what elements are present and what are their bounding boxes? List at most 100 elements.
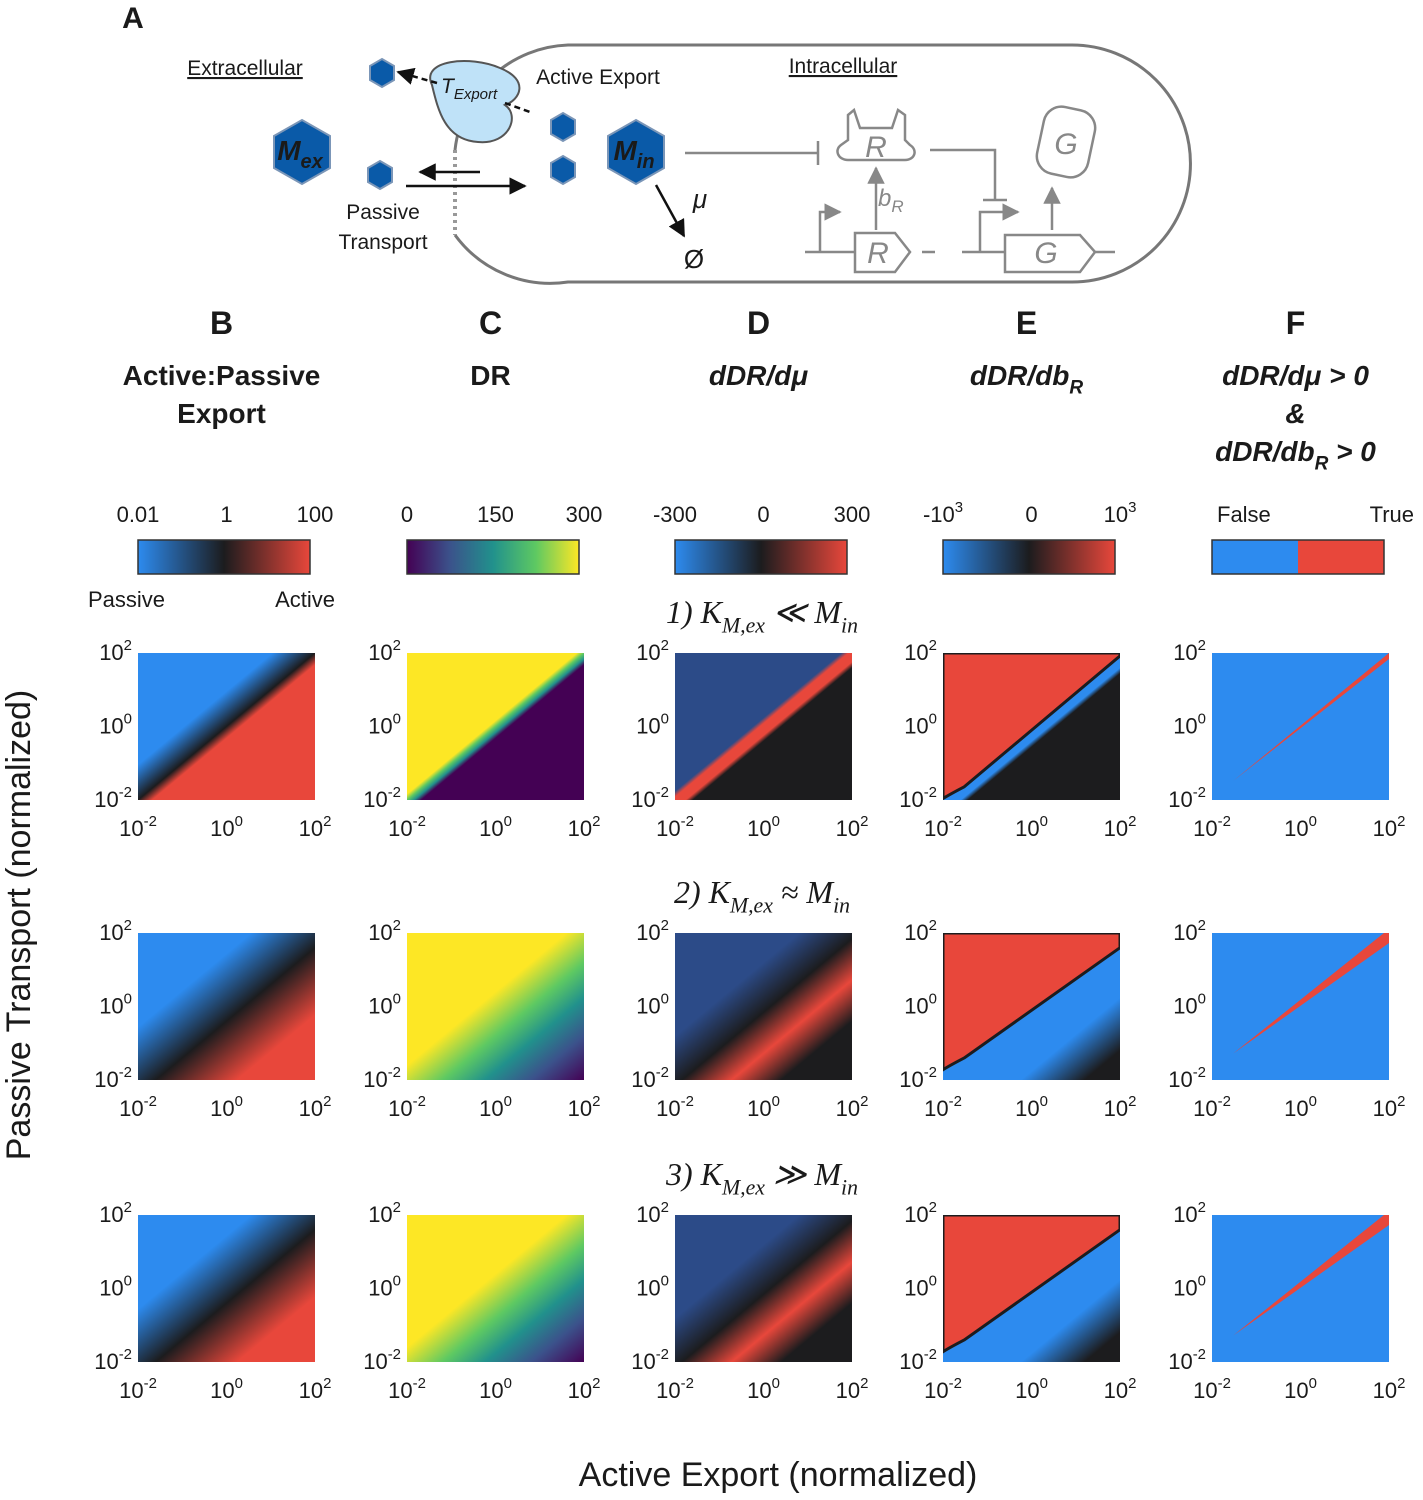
text-part: 0 [401, 502, 413, 527]
degradation-arrow [654, 184, 686, 238]
text-part: & [1285, 398, 1305, 429]
x-tick-label: 100 [1284, 813, 1317, 841]
script: 0 [929, 991, 937, 1008]
x-tick-label: 102 [836, 813, 869, 841]
text-part: 10 [899, 1349, 923, 1374]
text-part: 10 [1173, 1276, 1197, 1301]
text-part: 10 [904, 1276, 928, 1301]
subscript: in [637, 151, 655, 173]
y-tick-label: 100 [368, 1273, 401, 1301]
x-tick-label: 10-2 [388, 1375, 426, 1403]
x-tick-label: 100 [1015, 1375, 1048, 1403]
y-tick-label: 10-2 [899, 1346, 937, 1374]
y-tick-label: 10-2 [1168, 1064, 1206, 1092]
heatmap [1212, 933, 1389, 1080]
text-part: 10 [924, 816, 948, 841]
script: 2 [929, 637, 937, 654]
x-tick-label: 100 [1284, 1093, 1317, 1121]
molecule [550, 111, 576, 143]
b-r-label: bR [878, 185, 904, 216]
text-part: Active:Passive [123, 360, 321, 391]
colorbar-tick-label: 0 [757, 502, 769, 527]
x-tick-label: 10-2 [119, 1375, 157, 1403]
text-part: 10 [636, 640, 660, 665]
script: -2 [144, 1093, 157, 1110]
y-tick-label: 102 [368, 1199, 401, 1227]
text-part: 10 [368, 994, 392, 1019]
x-tick-label: 102 [299, 1093, 332, 1121]
colorbar-tick-label: 300 [566, 502, 603, 527]
text-part: 10 [568, 816, 592, 841]
y-tick-label: 10-2 [363, 1064, 401, 1092]
text-part: 300 [834, 502, 871, 527]
text-part: 10 [119, 816, 143, 841]
repressor-gene [853, 231, 912, 274]
colorbar-tick-label: False [1217, 502, 1271, 527]
heatmap [943, 653, 1120, 800]
heatmap [407, 653, 584, 800]
text-part: 10 [656, 1378, 680, 1403]
text-part: 10 [368, 1276, 392, 1301]
molecule [369, 57, 395, 89]
heatmap-field [407, 933, 584, 1080]
script: 0 [504, 1093, 512, 1110]
text-part: dDR/db [970, 360, 1070, 391]
y-tick-label: 100 [99, 711, 132, 739]
cell-membrane [453, 43, 1192, 285]
y-tick-label: 102 [1173, 1199, 1206, 1227]
text-part: 100 [297, 502, 334, 527]
script: -2 [1218, 813, 1231, 830]
script: -2 [1218, 1093, 1231, 1110]
text-part: 10 [1284, 1378, 1308, 1403]
script: -2 [388, 1064, 401, 1081]
null-label: Ø [684, 244, 704, 274]
text-part: 0 [757, 502, 769, 527]
text-part: 3) [665, 1156, 701, 1192]
script: 2 [323, 1375, 331, 1392]
y-tick-label: 102 [636, 1199, 669, 1227]
script: 2 [393, 637, 401, 654]
script: 2 [929, 1199, 937, 1216]
panel-label: B [210, 305, 233, 341]
script: 2 [1128, 1375, 1136, 1392]
script: 2 [1128, 1093, 1136, 1110]
text-part: 10 [1373, 1378, 1397, 1403]
script: 0 [124, 711, 132, 728]
text-part: 10 [119, 1096, 143, 1121]
text-part: 10 [99, 1202, 123, 1227]
script: 2 [1397, 813, 1405, 830]
x-tick-label: 10-2 [388, 1093, 426, 1121]
colorbar [406, 539, 580, 575]
script: in [841, 614, 858, 638]
script: 2 [1198, 637, 1206, 654]
text-part: 10 [479, 1096, 503, 1121]
x-tick-label: 100 [747, 1093, 780, 1121]
script: -2 [144, 813, 157, 830]
m-ex-label: Mex [277, 135, 323, 173]
panel-label: A [122, 2, 144, 35]
text-part: 10 [747, 1378, 771, 1403]
colorbar-tick-label: 150 [477, 502, 514, 527]
panel-label: C [479, 305, 502, 341]
text-part: 10 [1173, 640, 1197, 665]
heatmap-region [1233, 1215, 1389, 1336]
text-part: 10 [1193, 816, 1217, 841]
x-tick-label: 100 [1015, 813, 1048, 841]
y-tick-label: 100 [904, 711, 937, 739]
text-part: 10 [1015, 1096, 1039, 1121]
x-tick-label: 102 [299, 813, 332, 841]
y-tick-label: 102 [368, 917, 401, 945]
text-part: 10 [388, 816, 412, 841]
text-part: 10 [299, 816, 323, 841]
x-tick-label: 10-2 [924, 1093, 962, 1121]
panel-title: Active:Passive [123, 360, 321, 391]
script: -2 [949, 1093, 962, 1110]
text-part: ≈ [773, 874, 807, 910]
y-tick-label: 100 [1173, 1273, 1206, 1301]
text-part: 10 [747, 1096, 771, 1121]
y-tick-label: 102 [904, 637, 937, 665]
text-part: 2) [674, 874, 709, 910]
script: R [1315, 453, 1329, 474]
script: -2 [1193, 784, 1206, 801]
text-part: 10 [1104, 816, 1128, 841]
